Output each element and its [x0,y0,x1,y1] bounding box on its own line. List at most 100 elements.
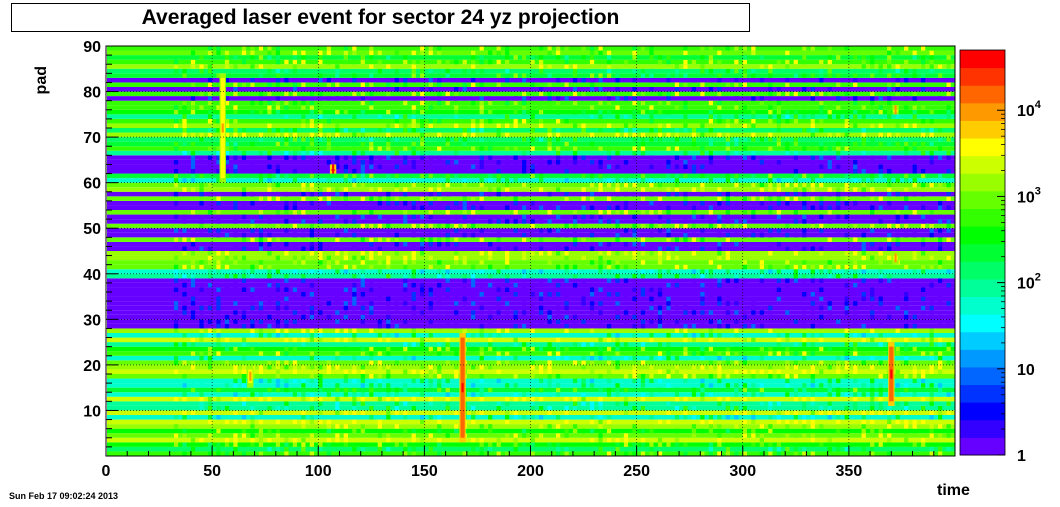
heatmap-cell [776,342,781,347]
heatmap-cell [216,260,221,265]
heatmap-cell [301,392,306,397]
heatmap-cell [386,169,391,174]
heatmap-cell [530,169,535,174]
heatmap-cell [471,205,476,210]
heatmap-cell [241,369,247,374]
heatmap-row [107,155,955,160]
heatmap-cell [437,132,442,138]
heatmap-cell [437,428,442,434]
heatmap-cell [938,292,943,297]
heatmap-cell [921,64,926,69]
heatmap-cell [437,141,442,147]
heatmap-cell [700,323,705,329]
heatmap-cell [496,346,501,352]
heatmap-cell [572,96,578,101]
heatmap-cell [870,405,875,411]
heatmap-cell [386,173,391,179]
heatmap-cell [623,410,629,415]
heatmap-cell [233,169,238,174]
heatmap-cell [742,405,747,411]
heatmap-cell [802,260,807,265]
heatmap-cell [555,228,561,233]
heatmap-cell [802,200,807,206]
heatmap-cell [589,46,595,51]
heatmap-cell [870,328,875,333]
heatmap-cell [785,419,790,425]
heatmap-cell [301,137,306,142]
heatmap-cell [564,410,569,415]
heatmap-cell [309,292,315,297]
heatmap-cell [921,378,926,384]
heatmap-cell [292,364,298,370]
color-scale-step [960,349,1005,368]
heatmap-cell [292,132,298,138]
heatmap-cell [224,319,230,324]
heatmap-cell [802,182,807,188]
heatmap-cell [437,46,442,51]
heatmap-cell [182,87,187,92]
heatmap-cell [538,241,544,247]
heatmap-cell [335,328,340,333]
heatmap-cell [538,287,544,292]
heatmap-cell [759,96,764,101]
heatmap-cell [623,437,629,443]
heatmap-cell [403,214,408,220]
heatmap-cell [742,210,747,215]
heatmap-cell [844,178,849,183]
heatmap-cell [258,378,264,384]
heatmap-cell [615,310,620,315]
heatmap-cell [377,451,382,456]
heatmap-cell [751,337,756,343]
heatmap-cell [292,260,298,265]
heatmap-cell [411,50,416,56]
heatmap-cell [547,123,552,128]
heatmap-cell [581,446,586,452]
heatmap-cell [428,301,433,306]
heatmap-cell [870,378,875,384]
heatmap-cell [691,187,697,192]
heatmap-cell [496,351,501,356]
heatmap-cell [182,392,187,397]
heatmap-cell [258,109,264,115]
heatmap-cell [581,378,586,384]
heatmap-cell [904,319,909,324]
heatmap-cell [360,369,365,374]
heatmap-cell [844,360,849,365]
heatmap-cell [224,150,230,156]
heatmap-cell [768,251,773,256]
heatmap-cell [785,91,790,97]
heatmap-cell [683,305,688,311]
heatmap-cell [717,369,722,374]
heatmap-cell [734,392,739,397]
heatmap-cell [632,77,637,83]
heatmap-cell [555,155,561,160]
heatmap-cell [632,424,637,429]
heatmap-cell [258,228,264,233]
heatmap-cell [870,137,875,142]
heatmap-cell [768,351,773,356]
heatmap-cell [589,50,595,56]
heatmap-cell [547,378,552,384]
heatmap-cell [411,91,416,97]
heatmap-cell [258,178,264,183]
heatmap-cell [267,264,272,270]
heatmap-cell [632,155,637,160]
heatmap-cell [640,87,646,92]
heatmap-cell [267,87,272,92]
heatmap-cell [776,360,781,365]
heatmap-cell [275,128,281,133]
heatmap-cell [267,109,272,115]
heatmap-cell [386,219,391,224]
heatmap-cell [530,137,535,142]
heatmap-cell [853,169,858,174]
heatmap-cell [827,251,832,256]
heatmap-cell [861,169,866,174]
heatmap-cell [275,364,281,370]
heatmap-cell [581,342,586,347]
heatmap-cell [488,109,493,115]
heatmap-cell [309,232,315,238]
heatmap-cell [759,428,764,434]
heatmap-cell [683,328,688,333]
heatmap-cell [335,73,340,78]
heatmap-row [107,419,955,425]
